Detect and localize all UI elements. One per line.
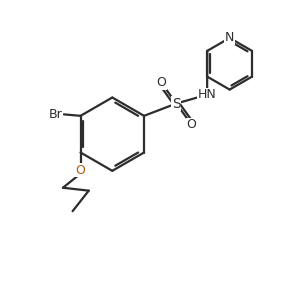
Text: O: O (156, 76, 166, 89)
Text: Br: Br (49, 108, 63, 121)
Text: S: S (172, 96, 181, 110)
Text: O: O (187, 118, 196, 131)
Text: N: N (225, 31, 234, 45)
Text: HN: HN (198, 88, 217, 101)
Text: O: O (76, 163, 86, 177)
